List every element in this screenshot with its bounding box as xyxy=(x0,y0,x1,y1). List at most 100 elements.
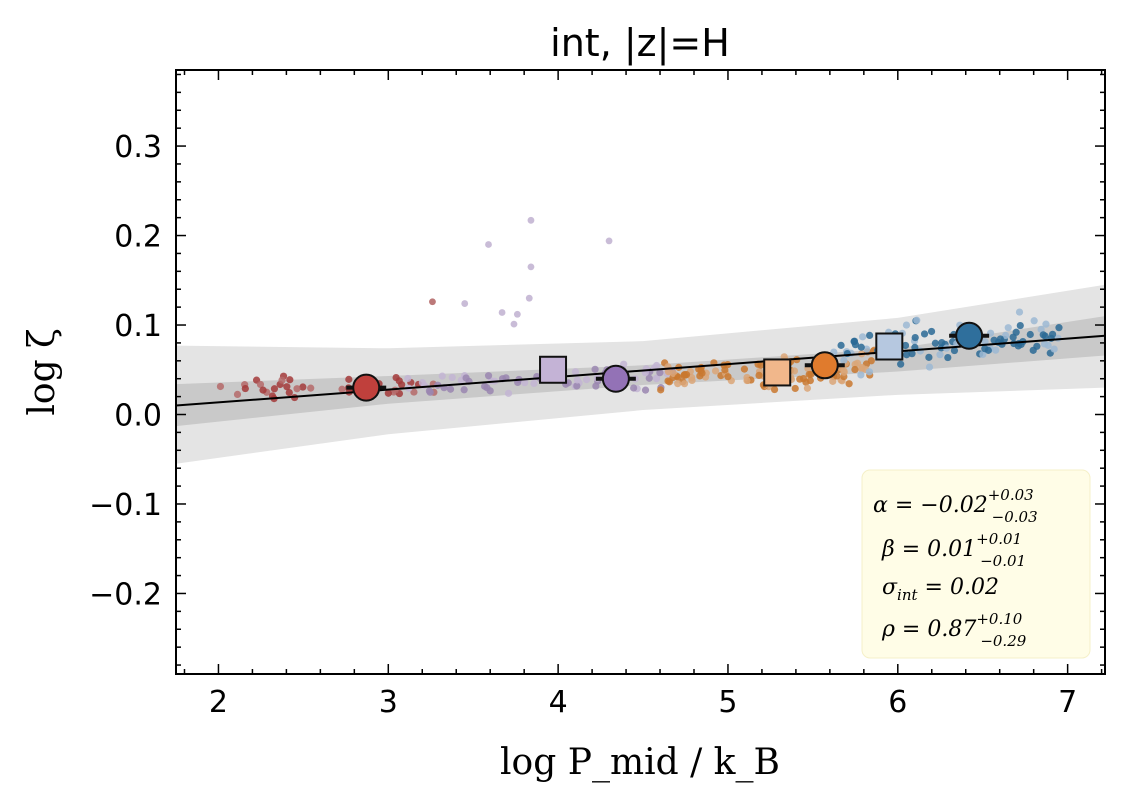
axes: 2 3 4 5 6 7 −0.2 −0.1 0.0 0.1 0.2 0.3 xyxy=(89,69,1106,720)
data-point-orange xyxy=(721,366,729,374)
plot-area xyxy=(176,216,1105,464)
data-point-red xyxy=(256,380,265,389)
data-point-purple xyxy=(573,382,581,390)
data-point-blue xyxy=(1042,320,1050,328)
data-point-blue xyxy=(1004,324,1012,332)
y-axis-label: log ζ xyxy=(22,328,63,415)
data-point-purple xyxy=(438,372,446,380)
data-point-orange xyxy=(790,367,799,375)
data-point-blue xyxy=(1002,331,1010,339)
data-point-red xyxy=(345,375,353,383)
data-point-purple xyxy=(504,389,513,397)
stats-beta-sub: −0.01 xyxy=(980,552,1026,570)
data-point-orange xyxy=(657,386,665,394)
data-point-orange xyxy=(840,368,848,376)
data-point-blue xyxy=(866,331,874,339)
data-point-purple xyxy=(462,374,470,382)
data-point-blue xyxy=(984,346,992,354)
data-point-purple xyxy=(571,368,580,376)
data-point-blue xyxy=(908,350,916,358)
data-point-purple xyxy=(620,360,628,368)
data-point-red xyxy=(233,390,242,399)
data-point-blue xyxy=(865,368,874,376)
data-point-blue xyxy=(902,321,911,329)
x-tick-label: 2 xyxy=(209,685,228,720)
data-point-orange xyxy=(674,373,682,381)
stats-sigma: σint = 0.02 xyxy=(882,575,999,604)
data-point-purple xyxy=(645,374,653,382)
data-point-red xyxy=(299,383,307,391)
stats-beta-label: β = 0.01 xyxy=(881,537,976,562)
data-point-blue xyxy=(1055,324,1063,332)
data-point-blue xyxy=(1016,321,1024,330)
stats-sigma-sub: int xyxy=(897,586,918,604)
data-point-orange xyxy=(724,373,732,381)
mean-circle-blue xyxy=(955,321,984,350)
data-point-orange xyxy=(829,377,837,385)
data-point-purple xyxy=(521,379,529,387)
data-point-blue xyxy=(1040,340,1049,348)
data-point-blue xyxy=(903,351,911,359)
y-tick-label: 0.2 xyxy=(114,220,162,255)
outlier-point-purple xyxy=(498,309,506,316)
data-point-purple xyxy=(481,382,489,390)
data-point-orange xyxy=(867,357,875,365)
y-tick-label: −0.2 xyxy=(89,577,162,612)
data-point-blue xyxy=(1026,330,1034,339)
data-point-blue xyxy=(927,327,936,336)
stats-rho-sub: −0.29 xyxy=(980,632,1026,650)
data-point-blue xyxy=(1029,346,1037,354)
median-square-orange xyxy=(763,358,792,387)
data-point-purple xyxy=(641,386,650,394)
x-tick-label: 3 xyxy=(379,685,398,720)
data-point-purple xyxy=(630,384,638,392)
y-tick-label: −0.1 xyxy=(89,488,162,523)
data-point-blue xyxy=(897,360,905,368)
data-point-blue xyxy=(950,346,959,355)
plot-frame xyxy=(175,69,1106,675)
data-point-red xyxy=(259,386,267,394)
mean-circle-purple xyxy=(601,364,630,393)
data-point-orange xyxy=(665,378,674,386)
data-point-purple xyxy=(446,385,455,393)
data-point-orange xyxy=(682,371,691,379)
data-point-purple xyxy=(530,379,538,388)
data-point-red xyxy=(278,376,286,384)
stats-rho-label: ρ = 0.87 xyxy=(881,617,976,642)
stats-alpha: α = −0.02+0.03 −0.03 xyxy=(873,486,1038,526)
median-square-purple xyxy=(539,355,568,384)
chart-title: int, |z|=H xyxy=(550,21,730,66)
x-tick-label: 5 xyxy=(718,685,737,720)
data-point-red xyxy=(285,388,293,397)
data-point-purple xyxy=(484,372,493,380)
fit-line xyxy=(176,334,1105,407)
data-point-purple xyxy=(656,369,664,377)
data-point-orange xyxy=(697,366,705,375)
data-point-orange xyxy=(674,380,682,388)
outlier-point-red xyxy=(429,298,436,306)
outlier-point-purple xyxy=(525,294,533,302)
data-point-red xyxy=(392,373,400,382)
data-point-orange xyxy=(851,365,859,374)
stats-sigma-rest: = 0.02 xyxy=(918,575,999,600)
data-point-purple xyxy=(591,365,599,373)
data-point-blue xyxy=(936,351,944,359)
x-tick-label: 6 xyxy=(888,685,907,720)
data-point-blue xyxy=(857,343,865,351)
data-point-purple xyxy=(652,375,661,383)
data-point-blue xyxy=(925,353,933,361)
x-tick-label: 4 xyxy=(549,685,568,720)
data-point-orange xyxy=(711,367,720,375)
x-axis-label: log P_mid / k_B xyxy=(500,742,780,783)
data-point-orange xyxy=(845,380,853,388)
outlier-point-purple xyxy=(461,300,469,307)
stats-alpha-sub: −0.03 xyxy=(992,508,1038,526)
data-point-blue xyxy=(901,341,910,350)
outlier-point-purple xyxy=(513,310,521,318)
data-point-purple xyxy=(425,387,433,395)
stats-beta-sup: +0.01 xyxy=(976,530,1022,548)
data-point-blue xyxy=(911,333,919,342)
data-point-orange xyxy=(858,363,866,372)
data-point-blue xyxy=(840,356,848,364)
data-point-red xyxy=(283,383,291,391)
